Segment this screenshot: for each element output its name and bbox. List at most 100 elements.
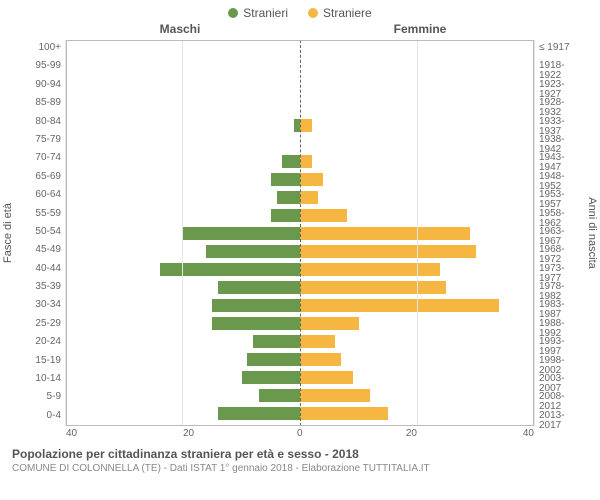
bar-row-male (66, 368, 300, 386)
x-tick: 40 (523, 428, 534, 439)
bar-row-male (66, 44, 300, 62)
y-tick-age: 50-54 (16, 227, 61, 239)
chart-area: Fasce di età 100+95-9990-9485-8980-8475-… (0, 36, 600, 426)
y-tick-birth: 2013-2017 (539, 411, 584, 423)
y-tick-age: 10-14 (16, 374, 61, 386)
y-tick-birth: ≤ 1917 (539, 43, 584, 55)
bar-female (300, 191, 318, 204)
bar-male (271, 173, 300, 186)
plot-female (300, 40, 534, 426)
bar-female (300, 299, 499, 312)
y-tick-age: 95-99 (16, 61, 61, 73)
bar-row-male (66, 116, 300, 134)
column-headers: Maschi Femmine (0, 22, 600, 36)
y-axis-title-left: Fasce di età (0, 40, 16, 426)
bar-row-female (300, 224, 534, 242)
y-tick-birth: 1928-1932 (539, 98, 584, 110)
y-tick-birth: 1983-1987 (539, 300, 584, 312)
bar-row-male (66, 332, 300, 350)
bar-row-male (66, 404, 300, 422)
y-tick-birth: 1933-1937 (539, 117, 584, 129)
bar-row-male (66, 98, 300, 116)
y-tick-age: 35-39 (16, 282, 61, 294)
bar-female (300, 281, 446, 294)
header-female: Femmine (300, 22, 600, 36)
plot-male (66, 40, 300, 426)
bar-row-male (66, 206, 300, 224)
bar-row-male (66, 152, 300, 170)
bar-row-male (66, 134, 300, 152)
y-tick-age: 45-49 (16, 245, 61, 257)
y-tick-age: 85-89 (16, 98, 61, 110)
y-tick-birth: 1958-1962 (539, 209, 584, 221)
bar-female (300, 227, 470, 240)
x-tick: 40 (66, 428, 77, 439)
bar-row-male (66, 80, 300, 98)
bar-male (247, 353, 300, 366)
y-tick-age: 25-29 (16, 319, 61, 331)
bar-row-male (66, 188, 300, 206)
bar-row-female (300, 278, 534, 296)
bar-row-male (66, 296, 300, 314)
y-tick-age: 65-69 (16, 172, 61, 184)
bar-female (300, 155, 312, 168)
bar-row-female (300, 134, 534, 152)
bar-male (282, 155, 300, 168)
y-tick-age: 15-19 (16, 356, 61, 368)
bar-female (300, 209, 347, 222)
y-tick-age: 100+ (16, 43, 61, 55)
y-tick-birth: 1978-1982 (539, 282, 584, 294)
y-tick-birth: 1968-1972 (539, 245, 584, 257)
bar-row-female (300, 206, 534, 224)
bar-row-male (66, 350, 300, 368)
y-tick-age: 70-74 (16, 153, 61, 165)
bar-row-female (300, 296, 534, 314)
bar-row-female (300, 116, 534, 134)
bar-row-female (300, 314, 534, 332)
bar-row-male (66, 386, 300, 404)
bar-row-male (66, 224, 300, 242)
y-tick-birth: 1963-1967 (539, 227, 584, 239)
bar-male (212, 317, 300, 330)
y-tick-age: 90-94 (16, 80, 61, 92)
bar-female (300, 335, 335, 348)
bar-female (300, 263, 440, 276)
y-tick-birth: 1938-1942 (539, 135, 584, 147)
bar-male (206, 245, 300, 258)
y-tick-age: 75-79 (16, 135, 61, 147)
legend-swatch-female (308, 8, 318, 18)
bar-male (259, 389, 300, 402)
bar-row-male (66, 170, 300, 188)
bar-row-male (66, 242, 300, 260)
bar-male (212, 299, 300, 312)
chart-title: Popolazione per cittadinanza straniera p… (12, 447, 588, 461)
bar-row-female (300, 62, 534, 80)
bar-female (300, 389, 370, 402)
bar-male (218, 407, 300, 420)
y-axis-title-right: Anni di nascita (584, 40, 600, 426)
bar-row-female (300, 368, 534, 386)
y-tick-birth: 1948-1952 (539, 172, 584, 184)
y-tick-age: 30-34 (16, 300, 61, 312)
x-tick-zero: 0 (297, 428, 303, 439)
bar-row-female (300, 242, 534, 260)
bar-row-male (66, 314, 300, 332)
y-tick-birth: 1953-1957 (539, 190, 584, 202)
legend-label-female: Straniere (323, 6, 372, 20)
bar-row-female (300, 404, 534, 422)
bar-male (277, 191, 300, 204)
bar-row-female (300, 44, 534, 62)
plot (66, 40, 534, 426)
bar-row-male (66, 278, 300, 296)
bar-male (183, 227, 300, 240)
bar-row-female (300, 152, 534, 170)
chart-subtitle: COMUNE DI COLONNELLA (TE) - Dati ISTAT 1… (12, 463, 588, 474)
y-tick-birth: 1998-2002 (539, 356, 584, 368)
legend: Stranieri Straniere (0, 0, 600, 22)
y-tick-birth: 1973-1977 (539, 264, 584, 276)
bar-row-female (300, 98, 534, 116)
bar-male (160, 263, 300, 276)
bar-row-female (300, 386, 534, 404)
bar-female (300, 371, 353, 384)
legend-female: Straniere (308, 6, 372, 20)
